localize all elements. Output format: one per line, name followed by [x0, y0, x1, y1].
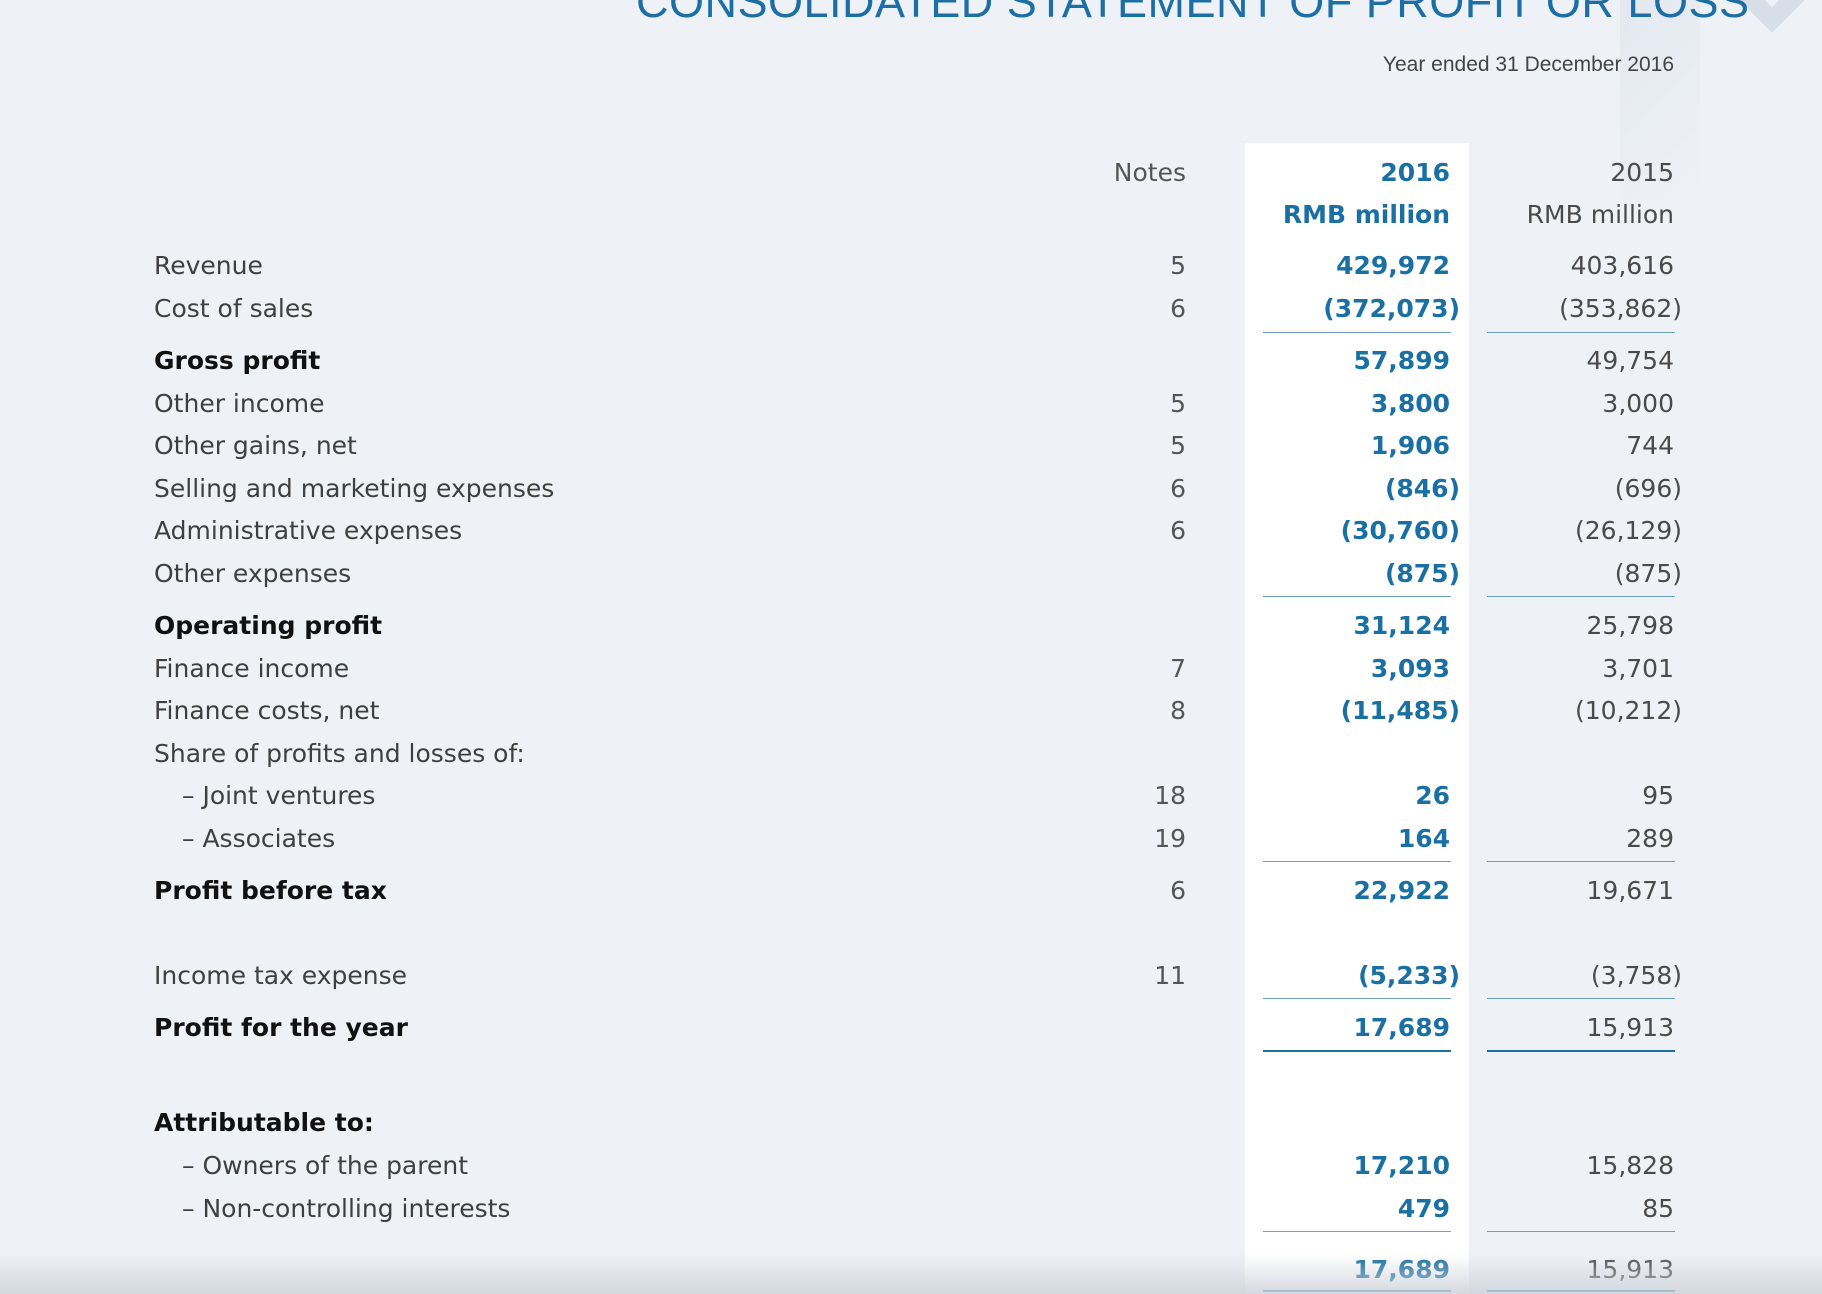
- row-label-revenue: Revenue: [154, 251, 263, 280]
- row-2016-other-expenses: (875): [1384, 559, 1460, 588]
- row-2015-attributable-total: 15,913: [1586, 1255, 1674, 1284]
- row-2016-owners-of-parent: 17,210: [1353, 1151, 1450, 1180]
- row-2016-associates: 164: [1397, 824, 1450, 853]
- row-2015-finance-income: 3,701: [1602, 654, 1674, 683]
- current-year-unit: RMB million: [1282, 200, 1450, 229]
- row-note-selling-marketing: 6: [1170, 474, 1186, 503]
- row-label-profit-for-year: Profit for the year: [154, 1013, 408, 1042]
- row-2015-gross-profit: 49,754: [1586, 346, 1674, 375]
- row-2015-associates: 289: [1626, 824, 1674, 853]
- row-label-associates: – Associates: [182, 824, 336, 853]
- row-2015-administrative: (26,129): [1575, 516, 1682, 545]
- total-rule: [1263, 1050, 1451, 1052]
- row-label-other-gains: Other gains, net: [154, 431, 357, 460]
- row-note-revenue: 5: [1170, 251, 1186, 280]
- row-note-profit-before-tax: 6: [1170, 876, 1186, 905]
- row-2015-profit-before-tax: 19,671: [1586, 876, 1674, 905]
- row-label-profit-before-tax: Profit before tax: [154, 876, 387, 905]
- notes-column-header: Notes: [1113, 158, 1186, 187]
- row-label-selling-marketing: Selling and marketing expenses: [154, 474, 555, 503]
- subtotal-rule: [1263, 596, 1451, 597]
- row-2015-income-tax: (3,758): [1590, 961, 1682, 990]
- row-2015-revenue: 403,616: [1570, 251, 1674, 280]
- row-2016-gross-profit: 57,899: [1353, 346, 1450, 375]
- period-subtitle: Year ended 31 December 2016: [1382, 53, 1674, 76]
- row-note-other-income: 5: [1170, 389, 1186, 418]
- row-note-finance-costs: 8: [1170, 696, 1186, 725]
- current-year-highlight-column: [1245, 143, 1469, 1294]
- row-label-finance-costs: Finance costs, net: [154, 696, 380, 725]
- row-2016-other-income: 3,800: [1370, 389, 1450, 418]
- corner-decoration-band: [1620, 0, 1700, 200]
- row-note-other-gains: 5: [1170, 431, 1186, 460]
- subtotal-rule: [1263, 998, 1451, 999]
- row-label-finance-income: Finance income: [154, 654, 350, 683]
- row-2015-cost-of-sales: (353,862): [1559, 294, 1682, 323]
- row-2015-selling-marketing: (696): [1614, 474, 1682, 503]
- row-2016-non-controlling: 479: [1397, 1194, 1450, 1223]
- row-2015-finance-costs: (10,212): [1575, 696, 1682, 725]
- row-2016-finance-income: 3,093: [1370, 654, 1450, 683]
- row-label-share-of-profits: Share of profits and losses of:: [154, 739, 525, 768]
- row-note-joint-ventures: 18: [1154, 781, 1186, 810]
- row-note-administrative: 6: [1170, 516, 1186, 545]
- subtotal-rule: [1487, 861, 1675, 862]
- row-2015-non-controlling: 85: [1642, 1194, 1674, 1223]
- row-2015-joint-ventures: 95: [1642, 781, 1674, 810]
- row-note-finance-income: 7: [1170, 654, 1186, 683]
- row-2016-cost-of-sales: (372,073): [1323, 294, 1460, 323]
- row-2015-other-income: 3,000: [1602, 389, 1674, 418]
- row-label-other-expenses: Other expenses: [154, 559, 352, 588]
- row-label-other-income: Other income: [154, 389, 325, 418]
- subtotal-rule: [1487, 998, 1675, 999]
- row-2015-operating-profit: 25,798: [1586, 611, 1674, 640]
- row-label-operating-profit: Operating profit: [154, 611, 383, 640]
- prior-year-unit: RMB million: [1526, 200, 1674, 229]
- prior-year-header: 2015: [1610, 158, 1674, 187]
- subtotal-rule: [1263, 332, 1451, 333]
- row-2016-administrative: (30,760): [1340, 516, 1460, 545]
- subtotal-rule: [1263, 1231, 1451, 1232]
- subtotal-rule: [1487, 1231, 1675, 1232]
- current-year-header: 2016: [1380, 158, 1450, 187]
- row-label-income-tax: Income tax expense: [154, 961, 408, 990]
- row-note-cost-of-sales: 6: [1170, 294, 1186, 323]
- row-label-owners-of-parent: – Owners of the parent: [182, 1151, 469, 1180]
- row-note-income-tax: 11: [1154, 961, 1186, 990]
- subtotal-rule: [1487, 596, 1675, 597]
- row-2016-income-tax: (5,233): [1358, 961, 1460, 990]
- row-2016-other-gains: 1,906: [1370, 431, 1450, 460]
- row-label-attributable-to: Attributable to:: [154, 1108, 374, 1137]
- subtotal-rule: [1263, 861, 1451, 862]
- row-2016-finance-costs: (11,485): [1340, 696, 1460, 725]
- row-2016-operating-profit: 31,124: [1353, 611, 1450, 640]
- row-note-associates: 19: [1154, 824, 1186, 853]
- row-label-joint-ventures: – Joint ventures: [182, 781, 376, 810]
- total-rule: [1263, 1290, 1451, 1292]
- chevron-logo-icon: [1739, 0, 1805, 33]
- row-2016-joint-ventures: 26: [1415, 781, 1450, 810]
- row-label-gross-profit: Gross profit: [154, 346, 321, 375]
- row-2016-revenue: 429,972: [1336, 251, 1450, 280]
- row-label-non-controlling: – Non-controlling interests: [182, 1194, 511, 1223]
- row-2016-profit-for-year: 17,689: [1353, 1013, 1450, 1042]
- row-2015-owners-of-parent: 15,828: [1586, 1151, 1674, 1180]
- row-label-administrative: Administrative expenses: [154, 516, 463, 545]
- row-2015-other-expenses: (875): [1614, 559, 1682, 588]
- row-2015-profit-for-year: 15,913: [1586, 1013, 1674, 1042]
- total-rule: [1487, 1050, 1675, 1052]
- subtotal-rule: [1487, 332, 1675, 333]
- total-rule: [1487, 1290, 1675, 1292]
- row-2016-attributable-total: 17,689: [1353, 1255, 1450, 1284]
- row-label-cost-of-sales: Cost of sales: [154, 294, 314, 323]
- row-2016-profit-before-tax: 22,922: [1353, 876, 1450, 905]
- row-2015-other-gains: 744: [1626, 431, 1674, 460]
- row-2016-selling-marketing: (846): [1384, 474, 1460, 503]
- page-title: CONSOLIDATED STATEMENT OF PROFIT OR LOSS: [636, 0, 1750, 27]
